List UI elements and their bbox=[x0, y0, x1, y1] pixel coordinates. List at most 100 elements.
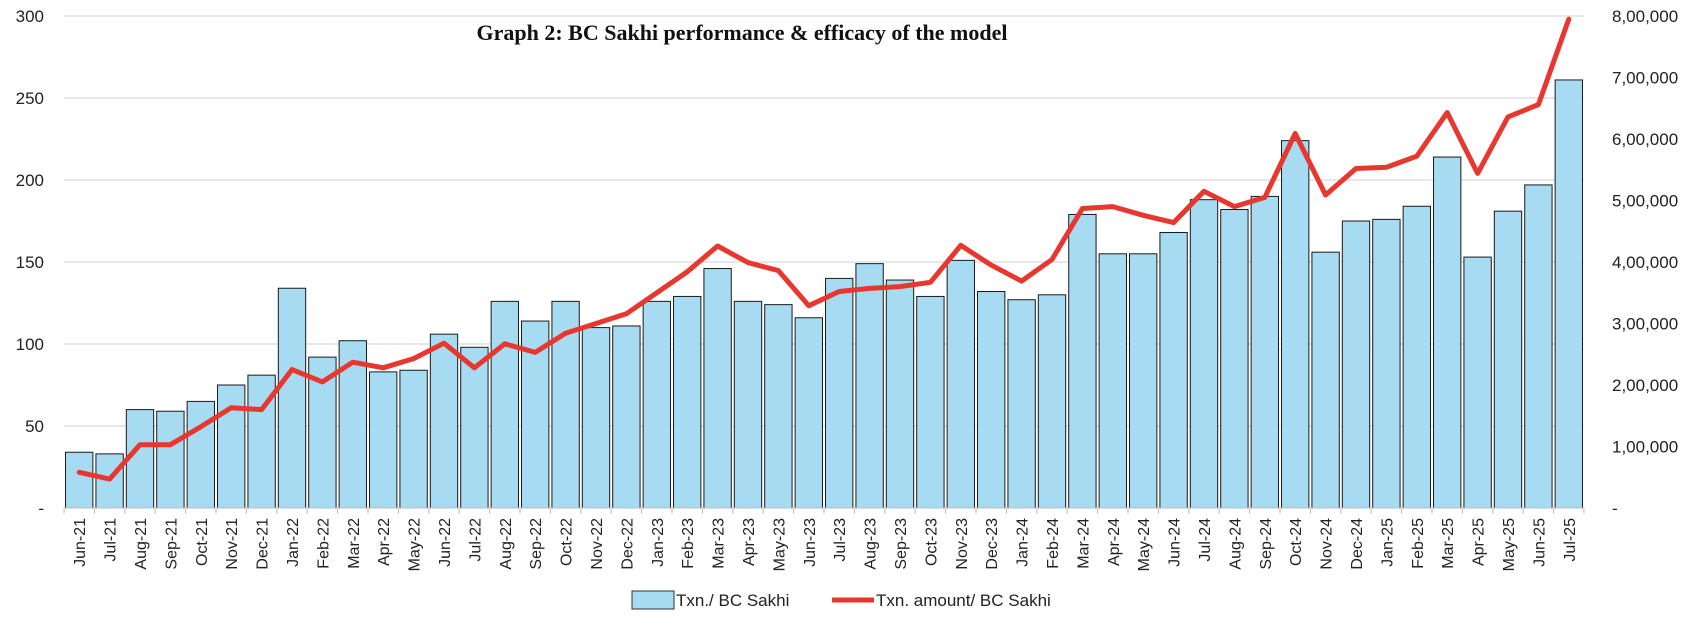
bar-Dec-23 bbox=[977, 291, 1006, 509]
bar-Jun-25 bbox=[1524, 184, 1553, 509]
x-tick-label: May-25 bbox=[1501, 518, 1518, 571]
y-left-tick-label: 50 bbox=[25, 417, 44, 436]
y-right-tick-label: - bbox=[1612, 499, 1618, 518]
x-tick-label: May-22 bbox=[407, 518, 424, 571]
x-tick-label: Nov-24 bbox=[1319, 518, 1336, 570]
bar-Apr-25 bbox=[1463, 256, 1492, 509]
x-tick-label: Feb-24 bbox=[1045, 518, 1062, 569]
x-tick-label: Jul-23 bbox=[832, 518, 849, 562]
y-right-tick-label: 3,00,000 bbox=[1612, 315, 1678, 334]
bar-Jan-22 bbox=[277, 287, 307, 509]
y-left-tick-label: 250 bbox=[16, 89, 44, 108]
bar-Jul-23 bbox=[825, 277, 854, 509]
bar-Nov-22 bbox=[581, 327, 611, 509]
x-tick-label: Jul-25 bbox=[1562, 518, 1579, 562]
legend-bar-label: Txn./ BC Sakhi bbox=[676, 591, 789, 610]
bar-Oct-23 bbox=[916, 295, 945, 509]
legend: Txn./ BC Sakhi Txn. amount/ BC Sakhi bbox=[631, 590, 1051, 610]
x-tick-label: May-24 bbox=[1136, 518, 1153, 571]
x-tick-label: Oct-21 bbox=[194, 518, 211, 566]
x-tick-label: Feb-23 bbox=[680, 518, 697, 569]
x-tick-label: Apr-25 bbox=[1471, 518, 1488, 566]
x-tick-label: Apr-24 bbox=[1106, 518, 1123, 566]
bar-May-22 bbox=[399, 369, 428, 509]
x-tick-label: Jul-24 bbox=[1197, 518, 1214, 562]
x-tick-label: May-23 bbox=[771, 518, 788, 571]
y-left-tick-label: 150 bbox=[16, 253, 44, 272]
bar-Oct-21 bbox=[186, 400, 215, 509]
bar-Dec-22 bbox=[612, 325, 641, 509]
y-right-tick-label: 8,00,000 bbox=[1612, 7, 1678, 26]
bar-Jun-22 bbox=[429, 333, 459, 509]
x-tick-label: Aug-21 bbox=[133, 518, 150, 570]
y-right-tick-label: 1,00,000 bbox=[1612, 438, 1678, 457]
bar-Feb-25 bbox=[1402, 205, 1431, 509]
bar-Nov-21 bbox=[217, 384, 246, 509]
x-tick-label: Jan-22 bbox=[285, 518, 302, 567]
bar-May-24 bbox=[1129, 253, 1158, 509]
line-txn-amount bbox=[76, 16, 1572, 482]
bar-series bbox=[65, 79, 1583, 509]
bar-Dec-24 bbox=[1341, 220, 1371, 509]
y-right-tick-label: 6,00,000 bbox=[1612, 130, 1678, 149]
legend-line-label: Txn. amount/ BC Sakhi bbox=[876, 591, 1051, 610]
bar-Jul-24 bbox=[1189, 199, 1219, 509]
x-tick-label: Feb-25 bbox=[1410, 518, 1427, 569]
bar-Feb-24 bbox=[1037, 294, 1067, 509]
x-tick-label: Sep-24 bbox=[1258, 518, 1275, 570]
bar-Jun-23 bbox=[794, 317, 823, 509]
y-right-tick-label: 4,00,000 bbox=[1612, 253, 1678, 272]
x-tick-label: Oct-23 bbox=[923, 518, 940, 566]
x-tick-label: Jan-24 bbox=[1015, 518, 1032, 567]
x-tick-label: Mar-23 bbox=[711, 518, 728, 569]
y-left-tick-label: 200 bbox=[16, 171, 44, 190]
bar-Jul-22 bbox=[460, 346, 489, 509]
x-tick-label: Sep-23 bbox=[893, 518, 910, 570]
x-tick-label: Aug-22 bbox=[498, 518, 515, 570]
bar-Mar-24 bbox=[1068, 213, 1097, 509]
y-right-tick-label: 7,00,000 bbox=[1612, 69, 1678, 88]
x-tick-label: Jun-24 bbox=[1167, 518, 1184, 567]
x-tick-label: Sep-21 bbox=[163, 518, 180, 570]
bar-Sep-23 bbox=[885, 279, 915, 509]
bar-Aug-23 bbox=[855, 263, 884, 509]
x-tick-label: Nov-23 bbox=[954, 518, 971, 570]
bar-Nov-24 bbox=[1311, 251, 1340, 509]
left-axis-ticks: - 50 100 150 200 250 300 bbox=[16, 7, 44, 518]
x-tick-label: Sep-22 bbox=[528, 518, 545, 570]
x-tick-label: Jun-25 bbox=[1531, 518, 1548, 567]
bar-May-25 bbox=[1493, 210, 1523, 509]
bar-Mar-23 bbox=[703, 268, 732, 509]
y-left-tick-label: - bbox=[38, 499, 44, 518]
x-tick-label: Apr-22 bbox=[376, 518, 393, 566]
y-right-tick-label: 2,00,000 bbox=[1612, 376, 1678, 395]
bar-Jul-25 bbox=[1554, 79, 1583, 509]
y-left-tick-label: 300 bbox=[16, 7, 44, 26]
x-tick-label: Mar-24 bbox=[1075, 518, 1092, 569]
bar-Jun-21 bbox=[65, 451, 94, 509]
bar-Nov-23 bbox=[946, 259, 975, 509]
x-tick-label: Jun-23 bbox=[802, 518, 819, 567]
y-right-tick-label: 5,00,000 bbox=[1612, 192, 1678, 211]
bar-Apr-23 bbox=[733, 300, 763, 509]
x-tick-label: Jun-22 bbox=[437, 518, 454, 567]
x-tick-label: Feb-22 bbox=[315, 518, 332, 569]
x-tick-label: Jun-21 bbox=[72, 518, 89, 567]
line-series bbox=[76, 16, 1572, 482]
y-left-tick-label: 100 bbox=[16, 335, 44, 354]
x-tick-label: Oct-24 bbox=[1288, 518, 1305, 566]
x-axis-ticks: Jun-21 Jul-21 Aug-21 Sep-21 Oct-21 Nov-21 Dec-… bbox=[72, 518, 1579, 571]
x-tick-label: Apr-23 bbox=[741, 518, 758, 566]
bar-Jun-24 bbox=[1159, 231, 1188, 509]
bar-Jan-25 bbox=[1372, 218, 1401, 509]
axes bbox=[63, 507, 1585, 514]
x-tick-label: Nov-21 bbox=[224, 518, 241, 570]
x-tick-label: Mar-22 bbox=[346, 518, 363, 569]
x-tick-label: Oct-22 bbox=[559, 518, 576, 566]
x-tick-label: Dec-21 bbox=[255, 518, 272, 570]
bar-Sep-24 bbox=[1250, 195, 1279, 509]
x-tick-label: Aug-24 bbox=[1227, 518, 1244, 570]
chart-title: Graph 2: BC Sakhi performance & efficacy… bbox=[477, 20, 1008, 45]
